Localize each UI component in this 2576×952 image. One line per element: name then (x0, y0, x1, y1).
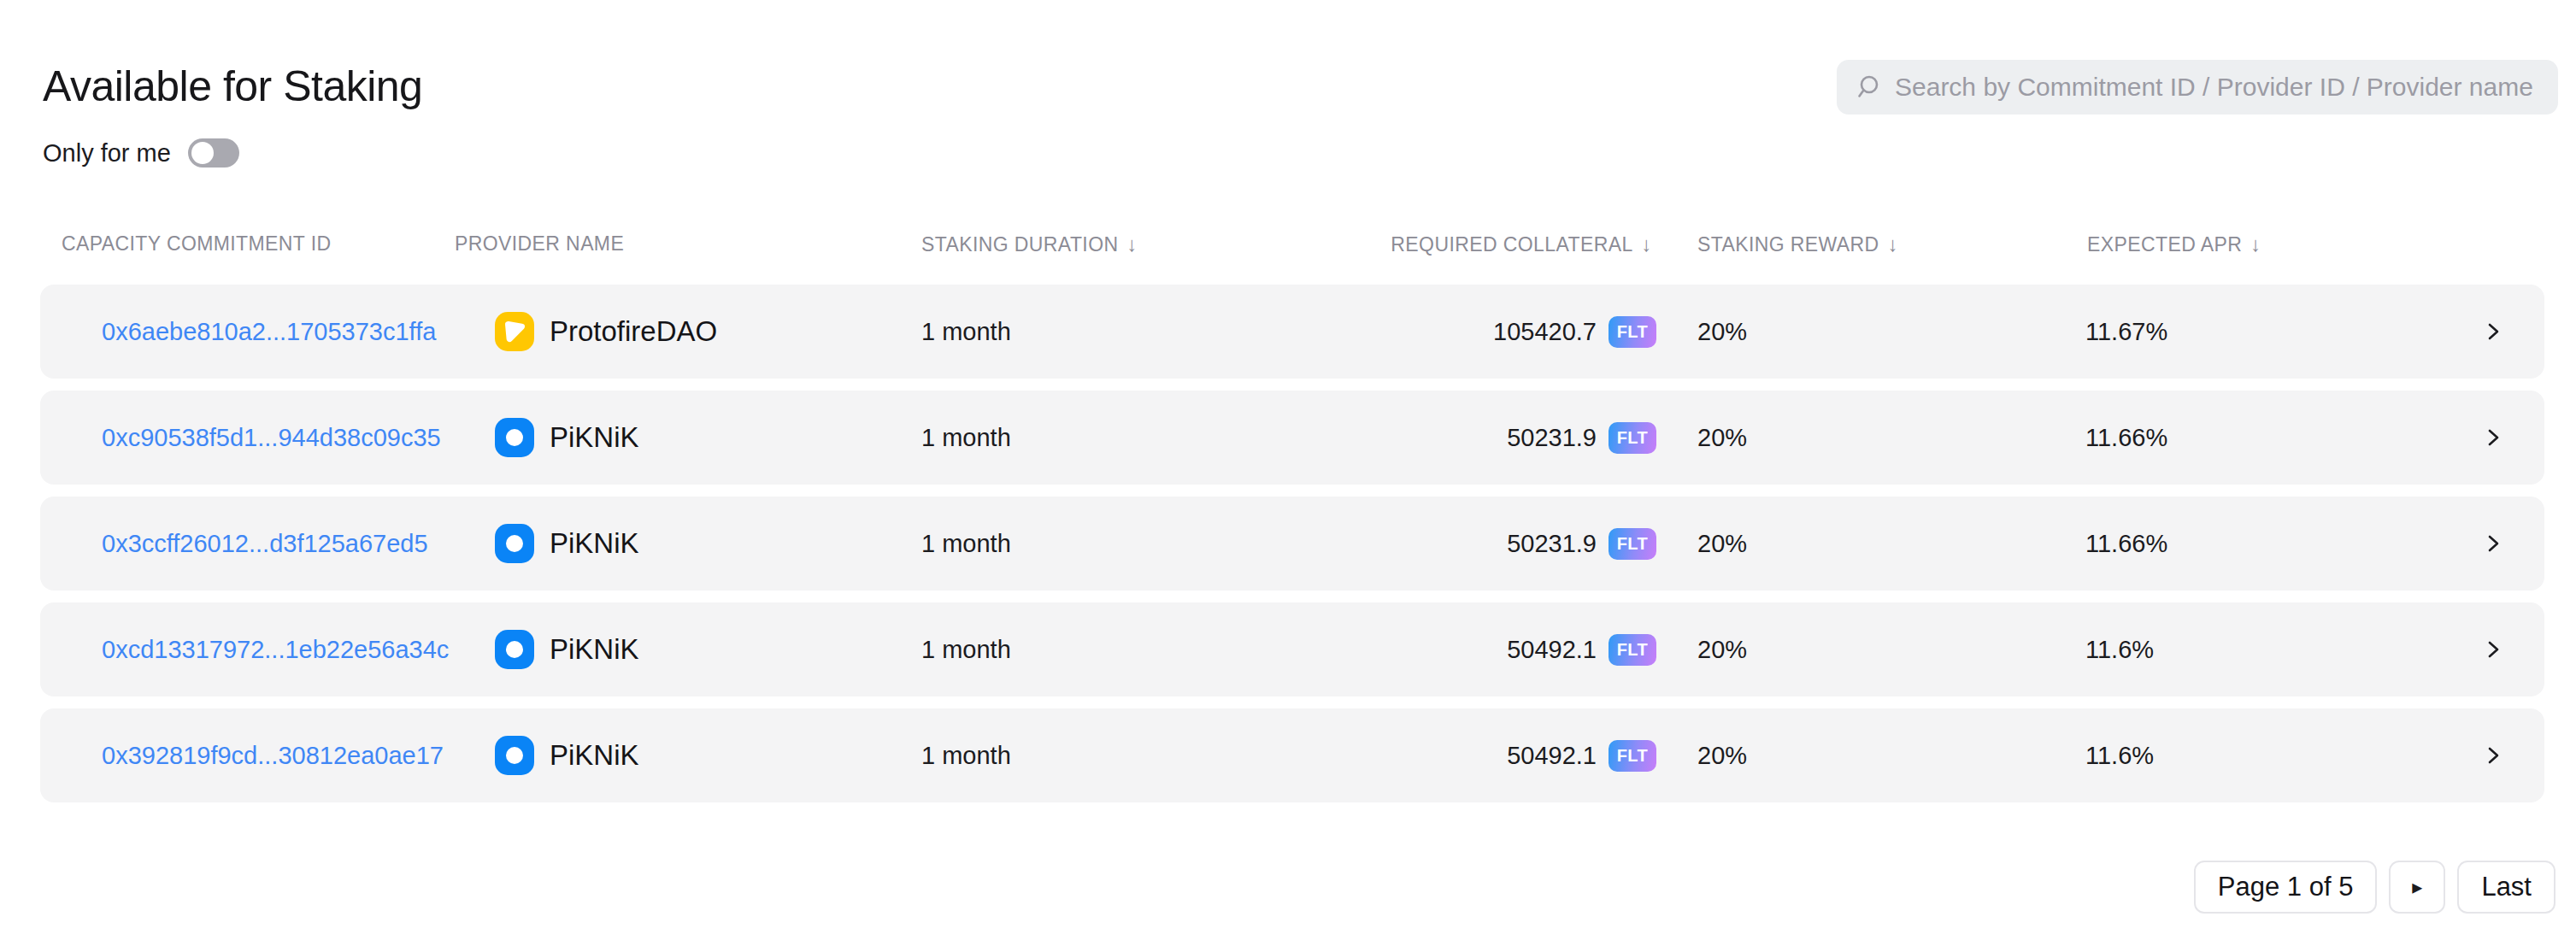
toggle-knob (191, 142, 214, 164)
collateral-value: 50492.1 (1507, 636, 1597, 664)
expected-apr-value: 11.67% (2085, 285, 2167, 379)
expected-apr-value: 11.66% (2085, 497, 2167, 591)
pagination: Page 1 of 5 ▸ Last (2194, 861, 2555, 914)
flt-token-badge: FLT (1609, 528, 1656, 560)
chevron-right-icon[interactable] (2481, 708, 2505, 802)
page-indicator-button[interactable]: Page 1 of 5 (2194, 861, 2378, 914)
chevron-right-icon[interactable] (2481, 602, 2505, 696)
next-page-button[interactable]: ▸ (2389, 861, 2445, 914)
table-row[interactable]: 0x392819f9cd...30812ea0ae17 PiKNiK 1 mon… (40, 708, 2544, 802)
table-row[interactable]: 0xcd13317972...1eb22e56a34c PiKNiK 1 mon… (40, 602, 2544, 696)
search-bar[interactable] (1837, 60, 2558, 115)
required-collateral-cell: 105420.7 FLT (40, 285, 1656, 379)
flt-token-badge: FLT (1609, 316, 1656, 348)
flt-token-badge: FLT (1609, 740, 1656, 772)
collateral-value: 50231.9 (1507, 530, 1597, 558)
flt-token-badge: FLT (1609, 634, 1656, 666)
search-input[interactable] (1895, 73, 2541, 102)
table-row[interactable]: 0x3ccff26012...d3f125a67ed5 PiKNiK 1 mon… (40, 497, 2544, 591)
table-row[interactable]: 0xc90538f5d1...944d38c09c35 PiKNiK 1 mon… (40, 391, 2544, 485)
expected-apr-value: 11.66% (2085, 391, 2167, 485)
sort-desc-icon: ↓ (2250, 232, 2261, 256)
expected-apr-value: 11.6% (2085, 708, 2154, 802)
col-header-staking-duration[interactable]: STAKING DURATION ↓ (921, 232, 1138, 256)
staking-table: 0x6aebe810a2...1705373c1ffa ProtofireDAO… (40, 285, 2544, 814)
staking-reward-value: 20% (1697, 602, 1747, 696)
table-header: CAPACITY COMMITMENT ID PROVIDER NAME STA… (0, 232, 2576, 256)
flt-token-badge: FLT (1609, 422, 1656, 454)
page-title: Available for Staking (43, 62, 422, 111)
required-collateral-cell: 50492.1 FLT (40, 602, 1656, 696)
sort-desc-icon: ↓ (1126, 232, 1137, 256)
chevron-right-icon[interactable] (2481, 497, 2505, 591)
col-header-required-collateral[interactable]: REQUIRED COLLATERAL ↓ (1367, 232, 1652, 256)
col-header-provider-name: PROVIDER NAME (455, 232, 624, 256)
only-for-me-toggle[interactable] (188, 138, 239, 167)
required-collateral-cell: 50231.9 FLT (40, 391, 1656, 485)
col-header-expected-apr[interactable]: EXPECTED APR ↓ (2087, 232, 2261, 256)
collateral-value: 50492.1 (1507, 742, 1597, 770)
last-page-button[interactable]: Last (2457, 861, 2555, 914)
sort-desc-icon: ↓ (1642, 232, 1652, 256)
collateral-value: 105420.7 (1493, 318, 1597, 346)
col-header-staking-reward[interactable]: STAKING REWARD ↓ (1697, 232, 1898, 256)
expected-apr-value: 11.6% (2085, 602, 2154, 696)
only-for-me-label: Only for me (43, 139, 171, 167)
available-for-staking-page: Available for Staking Only for me CAPACI… (0, 0, 2576, 952)
chevron-right-icon[interactable] (2481, 285, 2505, 379)
col-header-capacity-commitment-id: CAPACITY COMMITMENT ID (62, 232, 331, 256)
staking-reward-value: 20% (1697, 285, 1747, 379)
search-icon (1854, 73, 1883, 102)
required-collateral-cell: 50231.9 FLT (40, 497, 1656, 591)
required-collateral-cell: 50492.1 FLT (40, 708, 1656, 802)
staking-reward-value: 20% (1697, 391, 1747, 485)
collateral-value: 50231.9 (1507, 424, 1597, 452)
staking-reward-value: 20% (1697, 497, 1747, 591)
next-page-icon: ▸ (2412, 875, 2422, 899)
only-for-me-filter: Only for me (43, 138, 239, 167)
staking-reward-value: 20% (1697, 708, 1747, 802)
table-row[interactable]: 0x6aebe810a2...1705373c1ffa ProtofireDAO… (40, 285, 2544, 379)
sort-desc-icon: ↓ (1888, 232, 1898, 256)
chevron-right-icon[interactable] (2481, 391, 2505, 485)
